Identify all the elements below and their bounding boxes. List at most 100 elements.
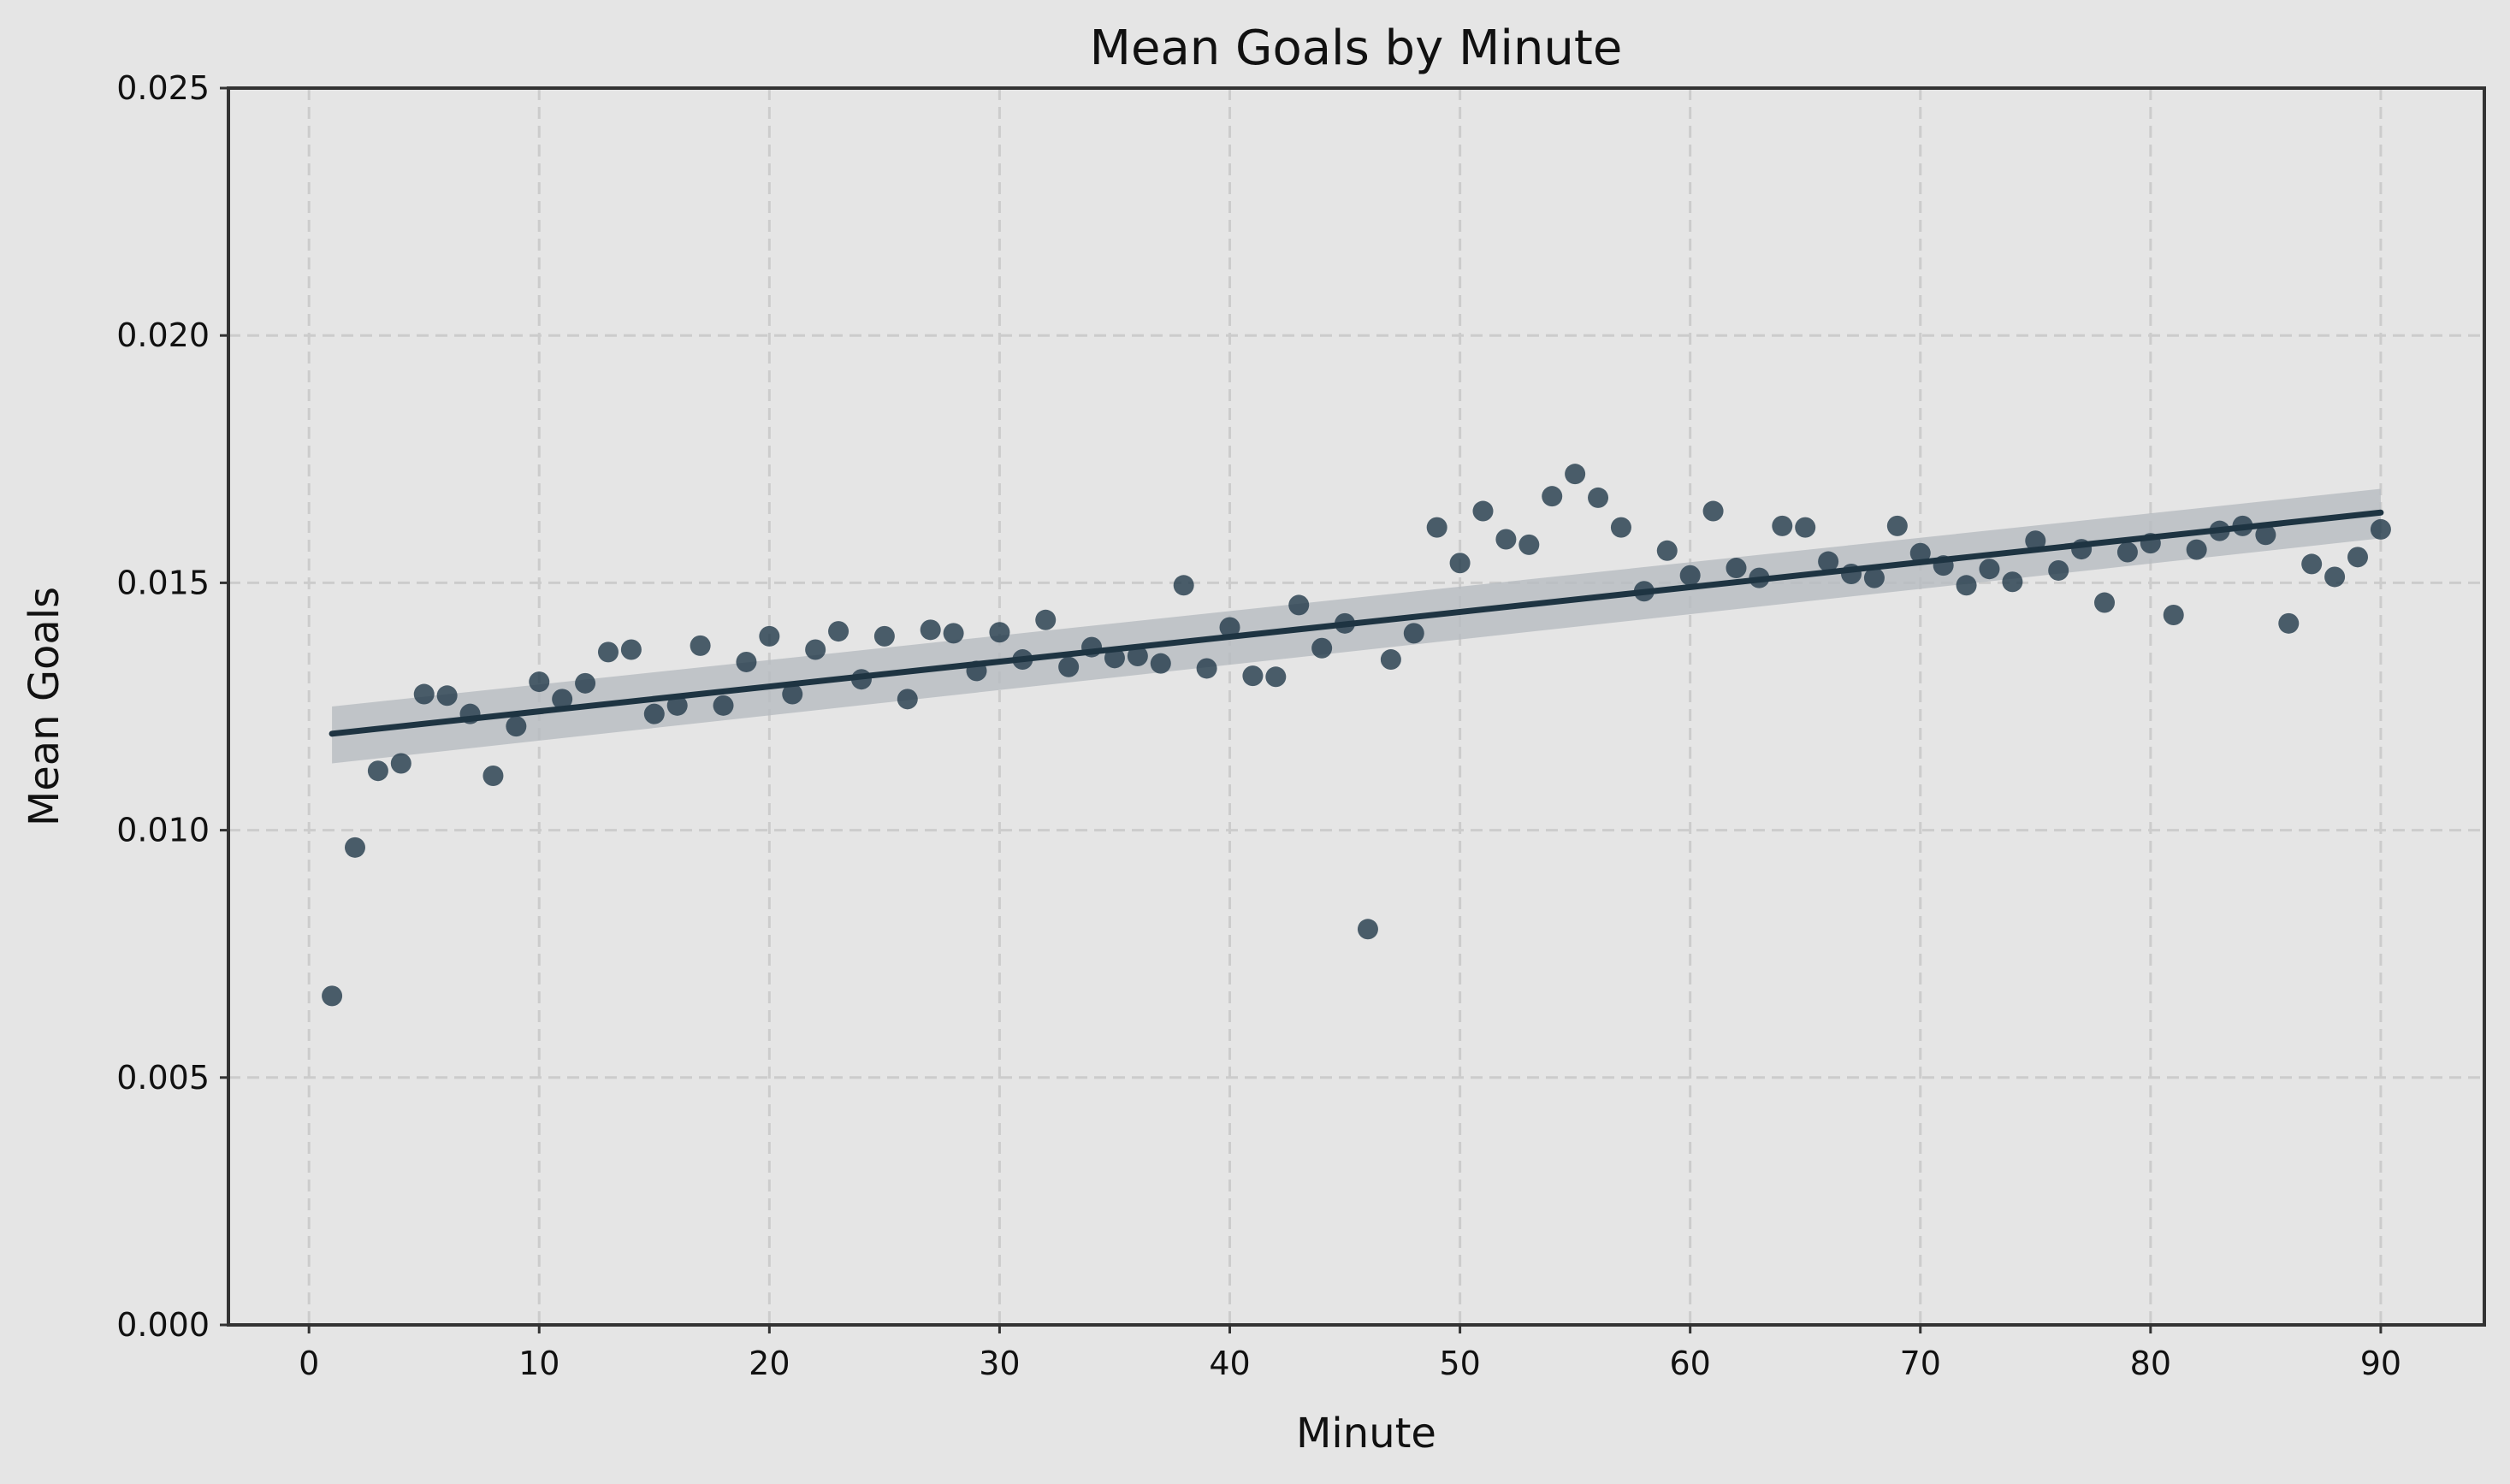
data-point <box>828 621 849 642</box>
data-point <box>2255 524 2276 546</box>
data-point <box>575 672 596 694</box>
y-tick-label: 0.025 <box>116 69 210 107</box>
data-point <box>1104 647 1125 669</box>
data-point <box>1150 653 1171 674</box>
data-point <box>1127 646 1148 667</box>
y-tick-label: 0.015 <box>116 564 210 601</box>
x-tick-label: 90 <box>2360 1345 2401 1382</box>
data-point <box>1886 515 1908 536</box>
data-point <box>620 639 642 660</box>
data-point <box>1909 542 1931 564</box>
data-point <box>989 622 1010 643</box>
y-tick-label: 0.000 <box>116 1306 210 1344</box>
data-point <box>897 689 918 710</box>
y-tick-label: 0.020 <box>116 316 210 354</box>
data-point <box>1173 575 1194 596</box>
data-point <box>1565 464 1586 485</box>
data-point <box>1449 553 1471 574</box>
x-axis-label: Minute <box>1296 1410 1436 1457</box>
data-point <box>943 623 964 644</box>
data-point <box>2025 530 2046 552</box>
data-point <box>1979 559 2000 580</box>
data-point <box>690 635 711 656</box>
y-axis-ticks: 0.000 0.005 0.010 0.015 0.020 0.025 <box>116 69 228 1344</box>
data-point <box>1610 517 1631 538</box>
data-point <box>413 683 435 705</box>
data-point <box>2048 559 2069 581</box>
data-point <box>1772 515 1793 536</box>
y-axis-label: Mean Goals <box>21 587 68 826</box>
x-tick-label: 40 <box>1209 1345 1250 1382</box>
data-point <box>344 837 365 858</box>
x-tick-label: 80 <box>2130 1345 2171 1382</box>
data-point <box>1795 517 1816 538</box>
data-point <box>482 765 504 786</box>
data-point <box>1542 486 1563 507</box>
regression-line <box>329 509 2384 737</box>
data-point <box>1380 649 1401 671</box>
x-tick-label: 50 <box>1439 1345 1480 1382</box>
data-point <box>2002 571 2023 593</box>
x-tick-label: 10 <box>518 1345 559 1382</box>
data-point <box>1058 656 1080 677</box>
data-point <box>1403 623 1424 644</box>
data-point <box>666 695 688 716</box>
chart-title: Mean Goals by Minute <box>1090 21 1623 76</box>
x-tick-label: 70 <box>1900 1345 1941 1382</box>
data-point <box>1242 665 1264 687</box>
data-point <box>759 625 780 647</box>
data-point <box>529 671 550 693</box>
x-tick-label: 60 <box>1669 1345 1710 1382</box>
data-point <box>2094 592 2116 613</box>
data-point <box>2301 553 2323 575</box>
data-point <box>2324 566 2346 588</box>
x-tick-label: 30 <box>979 1345 1020 1382</box>
data-point <box>1956 575 1977 596</box>
data-point <box>1357 919 1378 940</box>
data-point <box>736 651 757 672</box>
data-point <box>1702 500 1724 522</box>
data-point <box>873 625 895 647</box>
data-point <box>2116 541 2138 563</box>
x-axis-ticks: 0 10 20 30 40 50 60 70 80 90 <box>299 1325 2401 1382</box>
data-point <box>713 695 734 716</box>
data-point <box>552 689 573 710</box>
data-point <box>1588 487 1609 508</box>
data-point <box>390 753 411 774</box>
data-point <box>1495 529 1517 550</box>
x-tick-label: 0 <box>299 1345 319 1382</box>
plot-frame <box>227 86 2486 1327</box>
data-point <box>1265 666 1287 688</box>
data-point <box>643 703 665 724</box>
data-point <box>322 985 343 1007</box>
data-point <box>782 683 803 705</box>
y-tick-label: 0.010 <box>116 812 210 849</box>
data-point <box>2370 518 2391 540</box>
regression-line-path <box>329 509 2384 737</box>
data-point <box>2186 539 2207 560</box>
data-point <box>1863 567 1885 588</box>
data-point <box>2278 612 2300 634</box>
data-point <box>2347 547 2369 568</box>
data-point <box>1679 565 1701 586</box>
data-point <box>805 639 826 660</box>
data-point <box>367 760 388 782</box>
data-point <box>2163 604 2184 625</box>
data-point <box>1426 517 1447 538</box>
data-point <box>1818 551 1839 572</box>
data-point <box>1288 594 1310 616</box>
data-point <box>597 641 619 663</box>
data-point <box>1219 617 1240 638</box>
data-point <box>920 619 941 641</box>
data-point <box>506 716 527 737</box>
data-point <box>1726 558 1747 579</box>
data-point <box>1035 609 1057 630</box>
data-point <box>1518 534 1540 555</box>
data-point <box>1311 637 1333 659</box>
data-point <box>1656 540 1678 561</box>
data-point <box>436 685 458 707</box>
x-tick-label: 20 <box>749 1345 790 1382</box>
y-tick-label: 0.005 <box>116 1059 210 1097</box>
data-point <box>1472 500 1494 522</box>
